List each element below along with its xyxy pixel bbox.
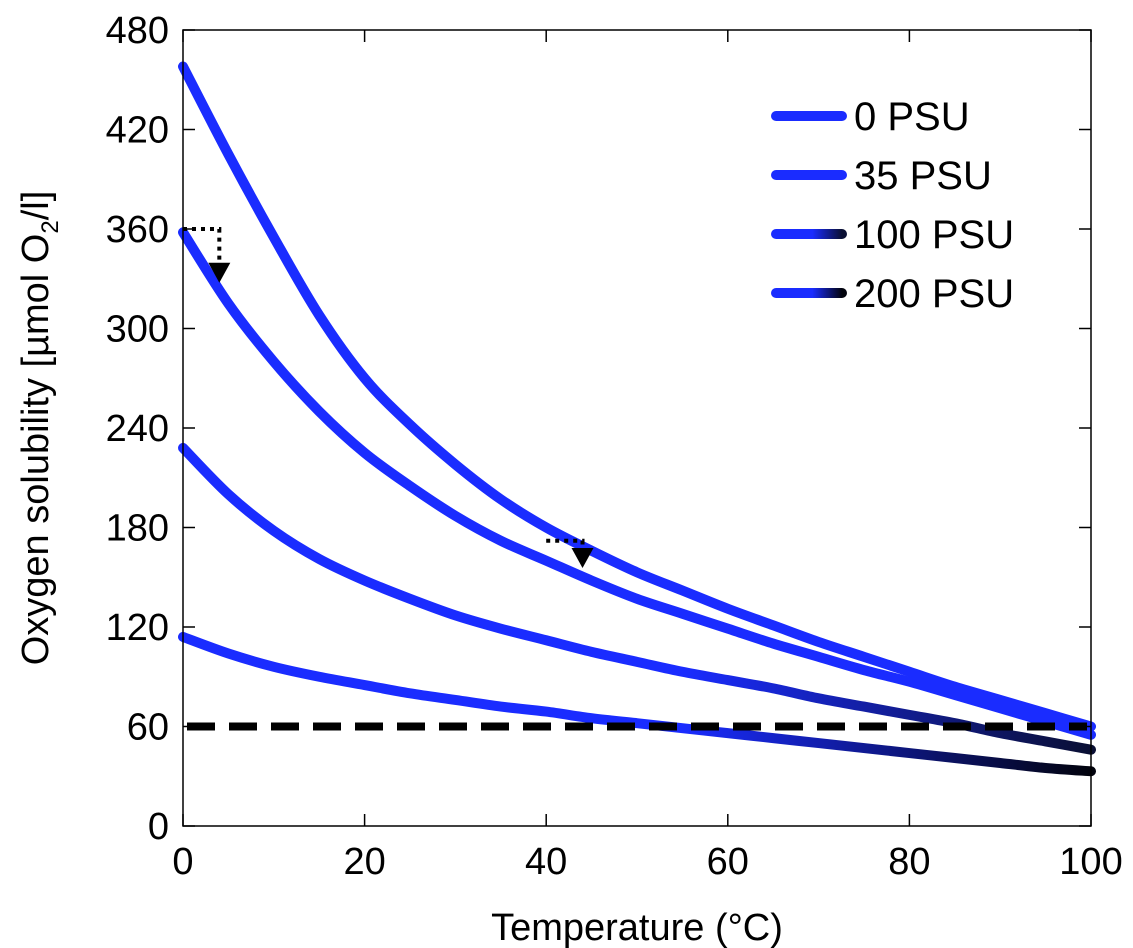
y-tick-label: 0 [148,806,169,848]
y-tick-label: 240 [106,408,169,450]
y-axis-title-main: Oxygen solubility [µmol O [15,234,57,666]
tick-layer: 0 20 40 60 80 100 0 60 120 180 240 300 360 420 480 [106,10,1123,883]
series-line-200-psu [178,631,1096,777]
x-tick-label: 40 [525,841,567,883]
y-tick-label: 360 [106,209,169,251]
plot-frame [182,29,1092,827]
arrow-head-1 [208,262,231,283]
arrow-head-2 [571,547,594,568]
legend-item: 35 PSU [771,154,992,198]
y-tick-label: 480 [106,10,169,52]
x-tick-label: 80 [888,841,930,883]
legend-label: 35 PSU [854,154,992,198]
y-axis-title: Oxygen solubility [µmol O2/l] [15,191,64,666]
y-tick-label: 300 [106,309,169,351]
dotted-arrow-2 [546,538,585,550]
legend-item: 0 PSU [771,95,970,139]
legend-label: 100 PSU [854,213,1014,257]
series-layer [178,61,1096,777]
series-line-35-psu [178,227,1096,740]
y-axis-title-end: /l] [15,191,57,221]
y-axis-title-subscript: 2 [37,220,64,233]
legend-label: 200 PSU [854,272,1014,316]
y-tick-label: 420 [106,110,169,152]
x-axis-title: Temperature (°C) [491,907,783,948]
x-tick-label: 0 [172,841,193,883]
dotted-arrow-1 [183,227,222,265]
y-tick-label: 120 [106,607,169,649]
y-tick-label: 60 [127,707,169,749]
legend-label: 0 PSU [854,95,970,139]
x-tick-label: 20 [343,841,385,883]
annotation-layer [183,227,594,568]
legend-item: 100 PSU [771,213,1014,257]
legend: 0 PSU 35 PSU 100 PSU 200 PSU [771,95,1014,316]
x-tick-label: 60 [707,841,749,883]
y-tick-label: 180 [106,508,169,550]
series-line-100-psu [178,442,1096,755]
legend-item: 200 PSU [771,272,1014,316]
series-line-0-psu [178,61,1096,732]
x-tick-label: 100 [1059,841,1122,883]
